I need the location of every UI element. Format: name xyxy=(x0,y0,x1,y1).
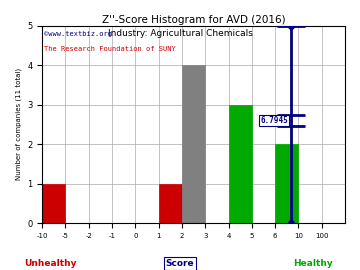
Text: Unhealthy: Unhealthy xyxy=(24,259,77,268)
Y-axis label: Number of companies (11 total): Number of companies (11 total) xyxy=(15,68,22,180)
Text: 6.7945: 6.7945 xyxy=(260,116,288,125)
Text: Healthy: Healthy xyxy=(293,259,333,268)
Text: Score: Score xyxy=(166,259,194,268)
Bar xyxy=(42,184,66,223)
Bar xyxy=(159,184,182,223)
Bar xyxy=(182,65,205,223)
Title: Z''-Score Histogram for AVD (2016): Z''-Score Histogram for AVD (2016) xyxy=(102,15,285,25)
Text: ©www.textbiz.org: ©www.textbiz.org xyxy=(45,31,112,37)
Text: Industry: Agricultural Chemicals: Industry: Agricultural Chemicals xyxy=(108,29,252,38)
Text: The Research Foundation of SUNY: The Research Foundation of SUNY xyxy=(45,46,176,52)
Bar xyxy=(229,105,252,223)
Bar xyxy=(275,144,298,223)
